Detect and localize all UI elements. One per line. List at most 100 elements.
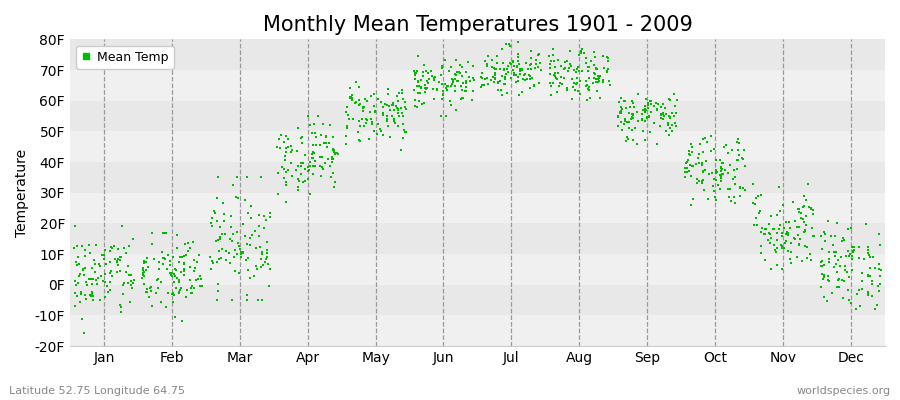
Point [391,106,405,112]
Point [192,252,206,258]
Point [487,64,501,71]
Point [649,100,663,107]
Point [303,163,318,169]
Point [222,250,237,256]
Point [709,170,724,176]
Point [136,267,150,274]
Point [600,68,615,74]
Point [408,71,422,77]
Point [751,193,765,200]
Point [136,260,150,266]
Point [418,85,433,92]
Point [211,288,225,294]
Point [481,53,495,60]
Point [410,104,425,110]
Point [498,80,512,87]
Point [159,304,174,310]
Point [86,293,100,300]
Point [714,172,728,179]
Point [414,101,428,108]
Point [382,107,397,114]
Point [849,306,863,312]
Point [213,234,228,240]
Point [240,241,255,247]
Point [663,115,678,122]
Point [113,268,128,274]
Point [174,269,188,276]
Point [720,150,734,156]
Point [412,83,427,90]
Point [625,127,639,134]
Point [518,77,532,84]
Point [530,52,544,58]
Point [861,292,876,298]
Point [509,79,524,85]
Point [384,102,399,108]
Point [410,79,425,86]
Point [78,247,93,253]
Point [781,219,796,226]
Point [346,116,361,122]
Point [340,104,355,110]
Point [563,60,578,67]
Point [142,294,157,300]
Point [507,59,521,66]
Point [475,75,490,82]
Point [722,194,736,200]
Point [159,266,174,272]
Point [277,152,292,159]
Point [293,163,308,170]
Point [821,218,835,224]
Point [502,41,517,47]
Point [323,122,338,128]
Point [543,61,557,68]
Point [150,284,165,291]
Point [821,273,835,280]
Point [546,80,561,86]
Point [488,74,502,81]
Point [210,195,224,201]
Point [491,80,506,86]
Point [414,84,428,91]
Point [557,58,572,65]
Point [706,183,721,190]
Point [319,134,333,140]
Point [634,116,649,122]
Point [669,110,683,116]
Point [183,264,197,270]
Point [374,128,388,134]
Point [772,208,787,214]
Point [186,285,201,292]
Point [680,165,694,171]
Point [818,238,832,244]
Bar [70,39,885,70]
Point [506,58,520,65]
Point [244,203,258,209]
Point [816,261,831,268]
Point [185,282,200,289]
Point [398,129,412,136]
Point [446,78,461,85]
Point [368,108,382,114]
Point [381,112,395,119]
Point [643,129,657,135]
Point [775,230,789,236]
Point [532,51,546,57]
Point [523,62,537,68]
Point [868,265,882,271]
Point [770,245,785,252]
Point [212,236,226,243]
Point [419,78,434,85]
Point [111,256,125,262]
Point [454,64,469,70]
Point [413,77,428,84]
Point [380,102,394,108]
Point [125,236,140,242]
Point [103,248,117,254]
Point [713,172,727,178]
Point [274,145,288,152]
Point [314,173,328,179]
Point [225,297,239,303]
Point [305,171,320,177]
Point [167,271,182,277]
